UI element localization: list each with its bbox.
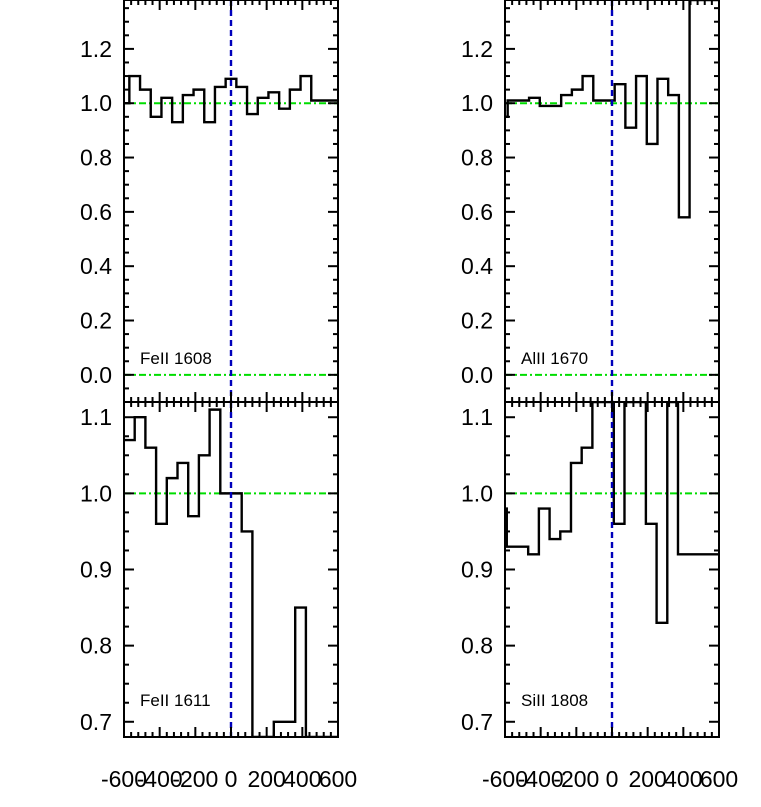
panel-line-label: FeII 1608: [140, 349, 212, 368]
panel-line-label: SiII 1808: [521, 691, 588, 710]
x-tick-label: -600: [482, 766, 528, 792]
y-tick-label: 0.8: [80, 633, 112, 659]
x-tick-label: 600: [700, 766, 738, 792]
y-tick-label: 0.7: [80, 709, 112, 735]
flux-step-line: [505, 0, 719, 219]
y-tick-label: 0.2: [80, 308, 112, 334]
y-tick-label: 0.7: [461, 709, 493, 735]
y-tick-label: 1.0: [461, 480, 493, 506]
x-tick-label: 200: [628, 766, 666, 792]
panel-feii-1608: 0.0 0.2 0.4 0.6 0.8 1.0 1.2 FeII 1608: [80, 0, 339, 403]
y-tick-label: 0.9: [461, 557, 493, 583]
y-tick-label: 0.8: [80, 145, 112, 171]
x-tick-label: -200: [172, 766, 218, 792]
y-tick-label: 0.0: [461, 362, 493, 388]
y-tick-label: 1.1: [461, 404, 493, 430]
panel-alii-1670: 0.0 0.2 0.4 0.6 0.8 1.0 1.2 AlII 1670: [461, 0, 720, 403]
x-tick-label: -600: [101, 766, 147, 792]
y-tick-label: 1.1: [80, 404, 112, 430]
y-tick-label: 1.0: [461, 90, 493, 116]
y-tick-label: 1.2: [461, 36, 493, 62]
plot-area: [124, 0, 338, 402]
y-tick-label: 0.9: [80, 557, 112, 583]
panel-line-label: AlII 1670: [521, 349, 588, 368]
y-tick-label: 1.2: [80, 36, 112, 62]
flux-step-line: [505, 402, 719, 624]
x-tick-label: -400: [518, 766, 564, 792]
y-tick-label: 1.0: [80, 90, 112, 116]
y-tick-label: 0.6: [461, 199, 493, 225]
y-tick-label: 1.0: [80, 480, 112, 506]
x-tick-label: -200: [553, 766, 599, 792]
flux-step-line: [124, 408, 338, 737]
y-tick-label: 0.2: [461, 308, 493, 334]
plot-area: [505, 402, 719, 737]
flux-step-line: [124, 74, 338, 124]
x-tick-label: 400: [283, 766, 321, 792]
x-tick-label: 200: [247, 766, 285, 792]
y-tick-label: 0.6: [80, 199, 112, 225]
panel-line-label: FeII 1611: [140, 691, 211, 710]
x-tick-label: 400: [664, 766, 702, 792]
y-tick-label: 0.4: [461, 253, 493, 279]
y-tick-label: 0.8: [461, 145, 493, 171]
x-tick-label: 0: [225, 766, 238, 792]
y-tick-label: 0.8: [461, 633, 493, 659]
x-tick-label: 600: [319, 766, 357, 792]
x-tick-label: -400: [137, 766, 183, 792]
y-tick-label: 0.0: [80, 362, 112, 388]
plot-area: [124, 402, 338, 737]
y-tick-label: 0.4: [80, 253, 112, 279]
plot-area: [505, 0, 719, 402]
x-tick-label: 0: [606, 766, 619, 792]
